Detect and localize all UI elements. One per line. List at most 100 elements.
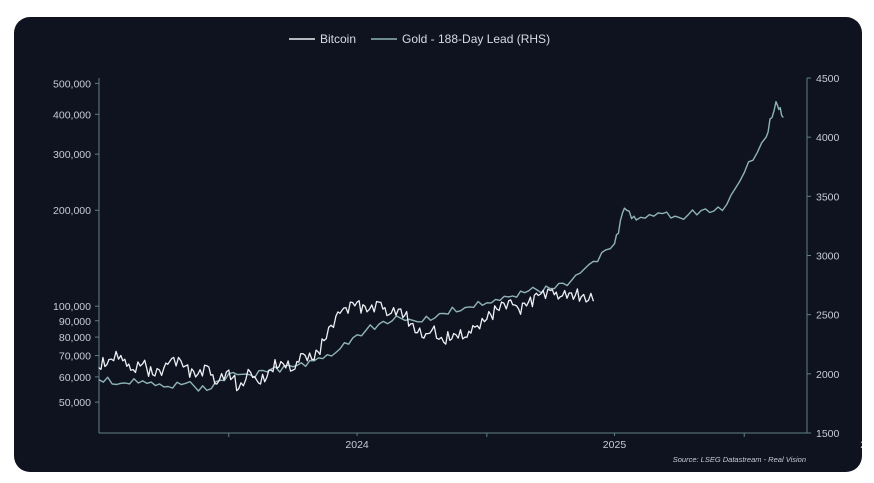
left-tick-label: 90,000	[59, 316, 91, 328]
data-point-bitcoin	[356, 301, 358, 303]
legend-label-gold: Gold - 188-Day Lead (RHS)	[402, 32, 550, 46]
data-point-gold	[549, 288, 551, 290]
data-point-gold	[613, 243, 616, 245]
right-tick-label: 3000	[816, 251, 840, 263]
data-point-gold	[635, 219, 637, 221]
data-point-gold	[765, 136, 767, 138]
data-point-gold	[743, 172, 745, 174]
data-point-gold	[570, 279, 573, 281]
data-point-bitcoin	[270, 369, 272, 371]
chart-canvas: Bitcoin Gold - 188-Day Lead (RHS) 50,000…	[53, 32, 862, 464]
data-point-gold	[592, 260, 594, 262]
data-point-gold	[270, 368, 272, 370]
data-point-bitcoin	[508, 300, 510, 302]
data-point-gold	[163, 386, 165, 388]
legend-label-bitcoin: Bitcoin	[320, 32, 356, 46]
data-point-bitcoin	[388, 314, 390, 316]
data-point-bitcoin	[323, 340, 325, 342]
series-line-bitcoin	[98, 288, 594, 392]
data-point-bitcoin	[496, 308, 498, 310]
data-point-gold	[721, 209, 724, 212]
data-point-bitcoin	[302, 353, 304, 355]
data-point-bitcoin	[259, 383, 262, 385]
data-point-gold	[464, 307, 466, 309]
data-point-gold	[775, 101, 777, 103]
data-point-bitcoin	[313, 359, 315, 361]
left-tick-label: 100,000	[53, 301, 91, 313]
data-point-bitcoin	[163, 367, 165, 369]
data-point-bitcoin	[335, 315, 337, 317]
data-point-gold	[421, 321, 423, 323]
data-point-bitcoin	[518, 308, 520, 310]
data-point-bitcoin	[250, 371, 252, 373]
data-point-bitcoin	[431, 329, 433, 331]
data-point-gold	[356, 334, 358, 336]
data-point-gold	[400, 317, 402, 319]
right-tick-label: 2000	[816, 369, 840, 381]
left-tick-label: 300,000	[53, 149, 91, 161]
x-tick-label: 2024	[345, 439, 369, 451]
x-tick-label: 2026	[860, 439, 862, 451]
data-point-gold	[313, 360, 315, 362]
data-point-gold	[378, 323, 380, 325]
data-point-bitcoin	[120, 354, 122, 357]
chart-card: Bitcoin Gold - 188-Day Lead (RHS) 50,000…	[14, 17, 862, 472]
right-tick-label: 4500	[816, 73, 840, 85]
data-point-gold	[678, 217, 681, 219]
data-point-bitcoin	[474, 326, 476, 328]
left-tick-label: 50,000	[59, 397, 91, 409]
source-note: Source: LSEG Datastream - Real Vision	[673, 455, 806, 464]
axes	[98, 78, 808, 434]
data-point-gold	[700, 209, 702, 212]
data-point-bitcoin	[464, 336, 466, 338]
data-point-bitcoin	[228, 369, 230, 371]
data-point-bitcoin	[108, 359, 110, 361]
data-point-bitcoin	[592, 300, 594, 302]
left-tick-label: 60,000	[59, 372, 91, 384]
data-point-bitcoin	[378, 301, 380, 303]
data-point-bitcoin	[453, 333, 455, 335]
data-point-bitcoin	[549, 289, 551, 292]
data-point-gold	[120, 382, 122, 384]
left-tick-label: 70,000	[59, 351, 91, 363]
data-point-bitcoin	[400, 308, 402, 310]
right-tick-label: 3500	[816, 191, 840, 203]
data-point-bitcoin	[527, 301, 530, 303]
data-point-bitcoin	[559, 296, 561, 298]
left-tick-label: 80,000	[59, 332, 91, 344]
left-tick-label: 500,000	[53, 78, 91, 90]
left-tick-label: 200,000	[53, 205, 91, 217]
data-point-gold	[142, 380, 144, 382]
data-point-bitcoin	[292, 369, 294, 371]
data-point-bitcoin	[366, 311, 368, 313]
data-point-gold	[782, 116, 784, 118]
data-point-bitcoin	[152, 374, 154, 376]
x-ticks: 2024 2025 2026	[228, 433, 862, 451]
data-point-bitcoin	[206, 365, 208, 367]
x-tick-label: 2025	[603, 439, 627, 451]
data-point-bitcoin	[98, 367, 100, 369]
data-point-bitcoin	[537, 294, 539, 297]
data-point-bitcoin	[173, 356, 175, 359]
data-point-bitcoin	[130, 369, 132, 371]
data-point-bitcoin	[580, 296, 582, 298]
data-point-gold	[292, 366, 294, 368]
data-point-bitcoin	[185, 365, 187, 367]
series-line-gold	[98, 101, 784, 392]
data-point-bitcoin	[410, 323, 412, 325]
data-point-gold	[443, 312, 445, 315]
data-point-gold	[185, 382, 187, 384]
data-point-bitcoin	[216, 383, 218, 385]
data-point-gold	[206, 389, 208, 391]
data-point-gold	[657, 212, 659, 214]
series-layer	[98, 101, 784, 392]
right-tick-label: 1500	[816, 428, 840, 440]
data-point-bitcoin	[421, 336, 423, 338]
data-point-bitcoin	[280, 361, 282, 363]
right-tick-label: 4000	[816, 132, 840, 144]
right-tick-label: 2500	[816, 310, 840, 322]
legend: Bitcoin Gold - 188-Day Lead (RHS)	[289, 32, 550, 46]
left-tick-label: 400,000	[53, 109, 91, 121]
data-point-bitcoin	[142, 363, 144, 365]
data-point-bitcoin	[345, 307, 347, 309]
